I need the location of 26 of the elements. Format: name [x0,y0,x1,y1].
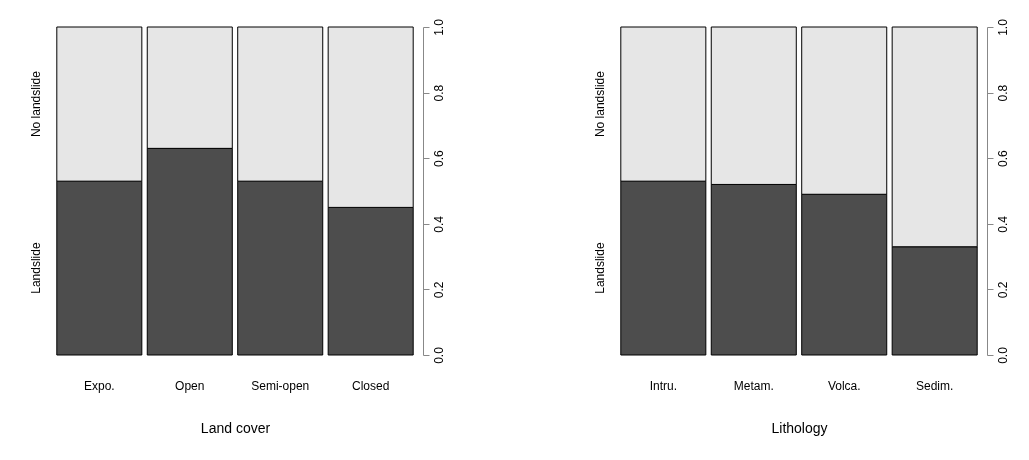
y-tick-label: 0.8 [431,84,446,102]
x-tick-label: Intru. [649,378,677,393]
y-tick-label: 0.0 [995,346,1010,364]
y-tick-label: 0.2 [995,281,1010,299]
x-tick-label: Volca. [827,378,861,393]
x-tick-label: Open [175,378,205,393]
y-tick-label: 0.6 [431,150,446,168]
text: No landslide [29,70,43,138]
y-tick-label: 0.8 [995,84,1010,102]
x-axis-title: Lithology [771,419,828,436]
text: Landslide [29,242,43,294]
y-tick-label: 1.0 [995,18,1010,36]
x-axis-title: Land cover [200,419,271,436]
x-tick-label: Closed [352,378,390,393]
y-tick-label: 0.2 [431,281,446,299]
x-tick-label: Sedim. [916,378,954,393]
y-tick-label: 1.0 [431,18,446,36]
x-tick-label: Expo. [83,378,115,393]
x-tick-label: Metam. [733,378,774,393]
y-tick-label: 0.4 [995,215,1010,233]
y-tick-label: 0.6 [995,150,1010,168]
y-tick-label: 0.0 [431,346,446,364]
x-tick-label: Semi-open [251,378,310,393]
y-tick-label: 0.4 [431,215,446,233]
text: Landslide [593,242,607,294]
text: No landslide [593,70,607,138]
